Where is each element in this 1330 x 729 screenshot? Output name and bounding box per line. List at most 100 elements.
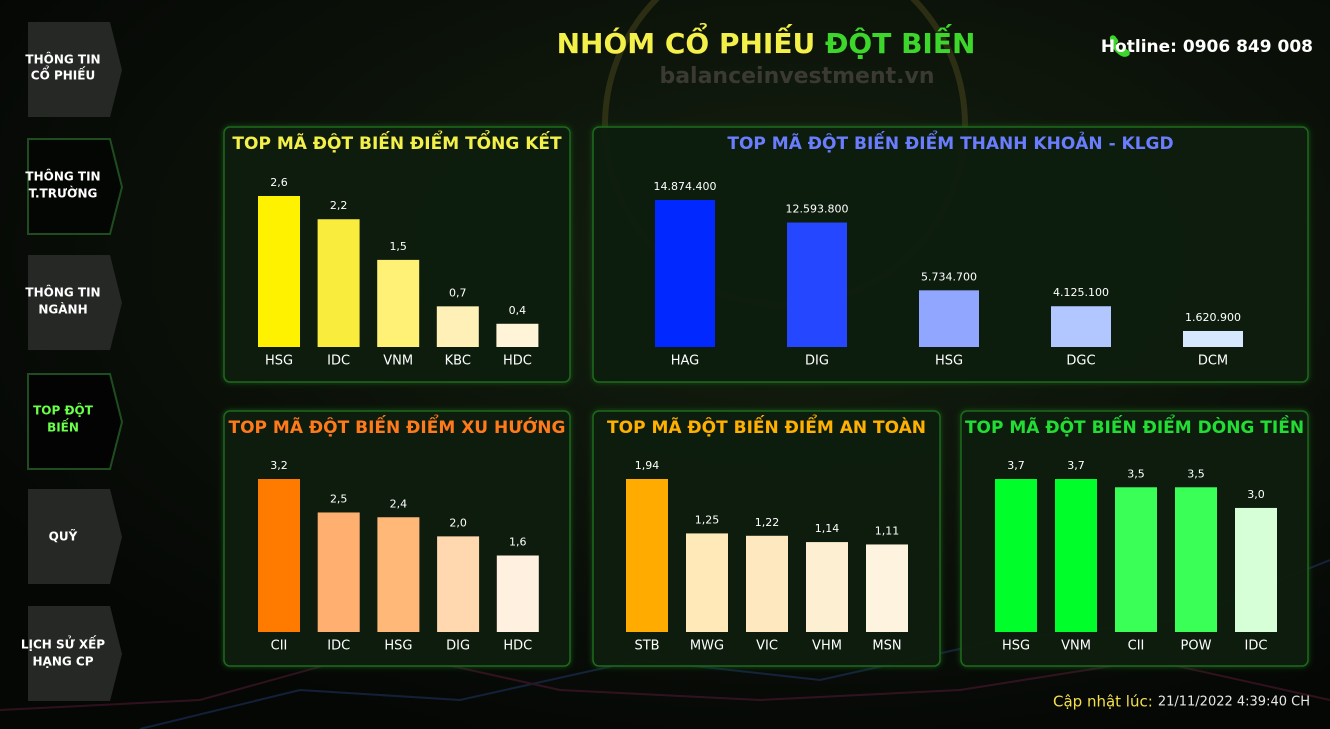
nav-label[interactable]: THÔNG TIN xyxy=(25,285,100,300)
value-label: 3,0 xyxy=(1247,488,1265,501)
nav-label[interactable]: T.TRƯỜNG xyxy=(29,186,98,201)
category-label: MWG xyxy=(690,639,724,654)
update-label: Cập nhật lúc: xyxy=(1053,693,1153,711)
value-label: 14.874.400 xyxy=(654,180,717,193)
nav-item[interactable]: THÔNG TIN NGÀNH xyxy=(25,255,122,350)
category-label: STB xyxy=(634,639,659,654)
value-label: 2,5 xyxy=(330,492,348,505)
bar xyxy=(317,219,360,347)
category-label: VIC xyxy=(756,639,778,654)
nav-item[interactable]: THÔNG TIN CỔ PHIẾU xyxy=(25,22,122,117)
nav-shape[interactable] xyxy=(28,255,122,350)
value-label: 1,94 xyxy=(635,459,660,472)
category-label: DIG xyxy=(446,639,470,654)
category-label: HSG xyxy=(935,354,963,369)
title-part: NHÓM CỔ PHIẾU xyxy=(557,20,816,60)
chart-panel: TOP MÃ ĐỘT BIẾN ĐIỂM DÒNG TIỀN 3,7 HSG 3,7 V… xyxy=(960,410,1309,667)
phone-icon xyxy=(1109,35,1130,57)
value-label: 5.734.700 xyxy=(921,270,977,283)
category-label: MSN xyxy=(872,639,901,654)
category-label: DGC xyxy=(1066,354,1095,369)
value-label: 2,2 xyxy=(330,199,348,212)
bar xyxy=(1235,507,1277,632)
category-label: KBC xyxy=(445,354,471,369)
value-label: 0,4 xyxy=(509,304,527,317)
bar xyxy=(1055,479,1097,632)
nav-label[interactable]: CỔ PHIẾU xyxy=(31,66,95,83)
nav-shape[interactable] xyxy=(28,489,122,584)
bar xyxy=(1115,487,1157,632)
bar xyxy=(995,479,1037,632)
chart-panel: TOP MÃ ĐỘT BIẾN ĐIỂM THANH KHOẢN - KLGD 1… xyxy=(592,126,1309,383)
value-label: 3,2 xyxy=(270,459,288,472)
value-label: 1,25 xyxy=(695,513,720,526)
nav-shape[interactable] xyxy=(27,373,124,470)
category-label: HAG xyxy=(671,354,700,369)
nav-label[interactable]: TOP ĐỘT xyxy=(33,403,94,418)
value-label: 1,14 xyxy=(815,522,840,535)
category-label: CII xyxy=(271,639,288,654)
value-label: 3,7 xyxy=(1007,459,1025,472)
bar xyxy=(496,555,539,632)
bar xyxy=(258,479,300,632)
page-title: NHÓM CỔ PHIẾU ĐỘT BIẾN xyxy=(557,20,976,60)
value-label: 1,6 xyxy=(509,536,527,549)
category-label: DIG xyxy=(805,354,829,369)
chart-panel: TOP MÃ ĐỘT BIẾN ĐIỂM AN TOÀN 1,94 STB 1,25 M… xyxy=(592,410,941,667)
nav-label[interactable]: QUỸ xyxy=(49,529,78,544)
nav-label[interactable]: THÔNG TIN xyxy=(25,52,100,67)
category-label: POW xyxy=(1181,639,1212,654)
value-label: 2,6 xyxy=(270,176,288,189)
nav-shape[interactable] xyxy=(27,138,124,235)
category-label: IDC xyxy=(1245,639,1268,654)
value-label: 1,22 xyxy=(755,516,780,529)
nav-label[interactable]: THÔNG TIN xyxy=(25,169,100,184)
nav-item[interactable]: LỊCH SỬ XẾP HẠNG CP xyxy=(21,606,122,701)
category-label: VHM xyxy=(812,639,842,654)
nav-label[interactable]: NGÀNH xyxy=(38,302,87,317)
value-label: 12.593.800 xyxy=(786,203,849,216)
category-label: HDC xyxy=(503,639,532,654)
nav-item[interactable]: THÔNG TIN T.TRƯỜNG xyxy=(25,138,124,235)
value-label: 0,7 xyxy=(449,286,467,299)
bar xyxy=(377,517,420,632)
value-label: 1,11 xyxy=(875,524,900,537)
bar xyxy=(1051,306,1111,347)
chart-title: TOP MÃ ĐỘT BIẾN ĐIỂM DÒNG TIỀN xyxy=(965,413,1304,438)
category-label: VNM xyxy=(383,354,413,369)
chart-panel: TOP MÃ ĐỘT BIẾN ĐIỂM XU HƯỚNG 3,2 CII 2,5 ID… xyxy=(223,410,571,667)
category-label: CII xyxy=(1128,639,1145,654)
bar xyxy=(746,535,788,632)
category-label: IDC xyxy=(327,639,350,654)
value-label: 2,4 xyxy=(390,497,408,510)
nav-label[interactable]: BIẾN xyxy=(47,419,79,435)
bar xyxy=(436,306,479,347)
bar xyxy=(787,222,847,347)
category-label: HSG xyxy=(265,354,293,369)
title-part: ĐỘT BIẾN xyxy=(825,23,975,60)
bar xyxy=(806,542,848,632)
bar xyxy=(377,259,420,347)
update-time: 21/11/2022 4:39:40 CH xyxy=(1158,695,1310,710)
nav-label[interactable]: HẠNG CP xyxy=(32,655,93,669)
nav-item[interactable]: QUỸ xyxy=(28,489,122,584)
chart-title: TOP MÃ ĐỘT BIẾN ĐIỂM THANH KHOẢN - KLGD xyxy=(727,129,1173,154)
category-label: IDC xyxy=(327,354,350,369)
value-label: 4.125.100 xyxy=(1053,286,1109,299)
value-label: 1,5 xyxy=(389,240,407,253)
nav-shape[interactable] xyxy=(28,22,122,117)
value-label: 3,5 xyxy=(1127,467,1145,480)
bar xyxy=(437,536,480,632)
hotline[interactable]: Hotline: 0906 849 008 xyxy=(1101,37,1313,57)
category-label: HSG xyxy=(384,639,412,654)
bar xyxy=(686,533,728,632)
nav-label[interactable]: LỊCH SỬ XẾP xyxy=(21,636,105,652)
category-label: HDC xyxy=(503,354,532,369)
nav-item[interactable]: TOP ĐỘT BIẾN xyxy=(27,373,124,470)
bar xyxy=(919,290,979,347)
bar xyxy=(626,479,668,632)
chart-title: TOP MÃ ĐỘT BIẾN ĐIỂM TỔNG KẾT xyxy=(232,129,562,154)
nav-shape[interactable] xyxy=(28,606,122,701)
